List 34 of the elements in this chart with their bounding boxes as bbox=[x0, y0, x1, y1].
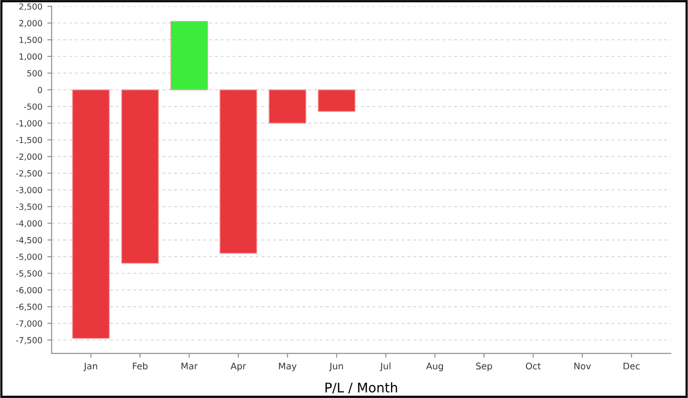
y-tick-label: -2,000 bbox=[16, 154, 42, 161]
y-tick-label: -3,000 bbox=[16, 186, 42, 194]
y-tick-label: -500 bbox=[24, 103, 42, 110]
y-tick-label: -1,500 bbox=[16, 136, 42, 144]
y-tick-label: -4,000 bbox=[16, 220, 42, 228]
y-tick-label: 500 bbox=[27, 70, 42, 76]
x-tick-label: Nov bbox=[574, 362, 591, 370]
x-axis-title: P/L / Month bbox=[326, 382, 398, 394]
y-tick-label: -7,500 bbox=[16, 337, 42, 344]
x-tick-label: Oct bbox=[526, 362, 541, 370]
x-tick-label: Dec bbox=[624, 362, 640, 370]
x-tick-label: May bbox=[279, 362, 297, 372]
x-tick-label: Aug bbox=[426, 362, 443, 372]
y-tick-label: 1,000 bbox=[20, 53, 42, 61]
y-tick-label: -4,500 bbox=[16, 236, 42, 244]
x-tick-label: Jun bbox=[329, 362, 343, 372]
y-tick-label: 2,500 bbox=[19, 3, 42, 11]
y-tick-label: -2,500 bbox=[16, 170, 42, 178]
x-tick-label: Apr bbox=[230, 362, 246, 372]
y-tick-label: 0 bbox=[38, 86, 42, 94]
y-tick-label: -3,500 bbox=[16, 204, 42, 211]
x-tick-label: Mar bbox=[182, 362, 198, 370]
x-tick-label: Sep bbox=[476, 362, 492, 372]
y-tick-label: 2,000 bbox=[19, 20, 42, 28]
y-tick-label: -6,500 bbox=[16, 304, 42, 311]
y-tick-label: -7,000 bbox=[16, 320, 42, 328]
y-tick-label: -6,000 bbox=[16, 287, 42, 294]
x-tick-label: Jul bbox=[380, 362, 390, 372]
y-tick-label: -5,000 bbox=[16, 254, 42, 261]
x-tick-label: Jan bbox=[83, 362, 98, 372]
x-tick-label: Feb bbox=[132, 362, 148, 370]
y-tick-label: 1,500 bbox=[20, 36, 42, 44]
y-tick-label: -5,500 bbox=[16, 270, 42, 278]
y-tick-label: -1,000 bbox=[16, 120, 42, 128]
